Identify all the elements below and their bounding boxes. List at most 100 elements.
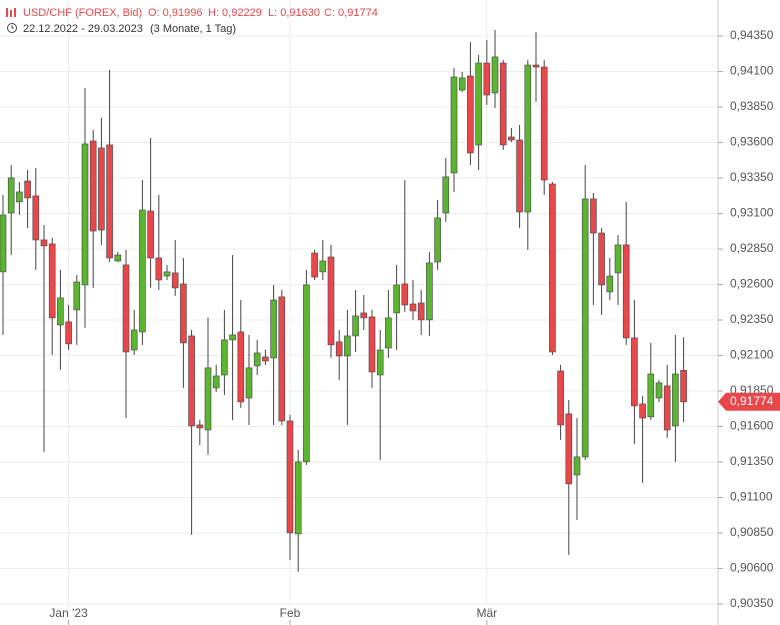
candle-body: [458, 77, 466, 91]
candle-body: [262, 356, 269, 362]
candle-body: [335, 341, 343, 357]
candle-body: [122, 264, 130, 353]
candle-body: [647, 373, 655, 418]
candle-body: [508, 136, 515, 141]
price-tag-label: 0,91774: [730, 394, 774, 408]
candle-body: [180, 283, 187, 344]
candle-body: [130, 329, 138, 351]
candle-body: [319, 260, 327, 273]
candle-body: [450, 76, 458, 174]
candle-body: [245, 367, 253, 399]
clock-icon: [7, 23, 17, 33]
candle-body: [598, 232, 605, 286]
title: USD/CHF (FOREX, Bid): [23, 7, 142, 19]
candle-body: [368, 316, 376, 373]
candle-body: [344, 335, 351, 357]
axes: 0,94350 0,94100 0,93850 0,93600 0,93350 0,931…: [49, 28, 780, 625]
candle-body: [147, 210, 154, 259]
candle-body: [442, 176, 450, 214]
ohlc-label: O: 0,91996: [148, 7, 202, 19]
candle-body: [680, 369, 687, 403]
price-tag: [718, 392, 780, 411]
candle-body: [188, 335, 195, 427]
candle-body: [171, 272, 179, 289]
candle-body: [565, 413, 573, 485]
candle-body: [155, 257, 163, 281]
icon: [6, 8, 8, 17]
y-tick-label: 0,91100: [730, 490, 773, 504]
date-range: 22.12.2022 - 29.03.2023: [23, 23, 143, 35]
ohlc-label: C: 0,91774: [324, 7, 378, 19]
candle-body: [57, 297, 64, 326]
candle-body: [98, 147, 105, 231]
ohlc-label: H: 0,92229: [208, 7, 262, 19]
candle-body: [81, 143, 89, 286]
candle-body: [229, 334, 236, 341]
candle-body: [286, 420, 294, 534]
candle-body: [417, 302, 425, 321]
candle-body: [499, 62, 507, 146]
icon: [14, 8, 16, 17]
candle-body: [212, 375, 220, 389]
x-tick-label: Jan '23: [49, 606, 88, 620]
candle-body: [434, 217, 441, 263]
candle-body: [106, 144, 113, 259]
candles: [0, 29, 687, 572]
y-tick-label: 0,92600: [730, 277, 774, 291]
candle-body: [139, 209, 146, 333]
candle-body: [327, 256, 335, 346]
y-tick-label: 0,92100: [730, 348, 774, 362]
candle-body: [32, 195, 40, 241]
candle-body: [40, 239, 48, 247]
candle-body: [7, 177, 15, 214]
y-tick-label: 0,94100: [730, 64, 774, 78]
candle-body: [409, 303, 417, 312]
candle-body: [663, 385, 671, 431]
candle-body: [221, 339, 228, 376]
candle-body: [196, 424, 204, 429]
candle-body: [491, 56, 499, 94]
candle-body: [540, 66, 548, 181]
candle-body: [524, 64, 532, 213]
candle-body: [426, 262, 433, 321]
candle-body: [483, 62, 491, 96]
candle-body: [253, 352, 261, 367]
y-tick-label: 0,94350: [730, 28, 774, 42]
candle-body: [475, 62, 482, 146]
candle-body: [549, 183, 556, 353]
candle-body: [581, 198, 589, 458]
y-tick-label: 0,93350: [730, 170, 774, 184]
candle-body: [467, 75, 474, 154]
candle-body: [614, 244, 622, 274]
candle-body: [204, 367, 212, 431]
period: (3 Monate, 1 Tag): [150, 23, 236, 35]
icon: [10, 10, 12, 17]
y-tick-label: 0,93600: [730, 135, 774, 149]
x-tick-label: Feb: [280, 606, 301, 620]
candle-body: [573, 456, 581, 476]
candle-body: [631, 337, 638, 407]
candle-body: [270, 299, 277, 359]
y-tick-label: 0,91600: [730, 419, 774, 433]
candle-body: [294, 461, 302, 535]
candle-body: [303, 284, 310, 463]
candle-body: [532, 64, 540, 68]
candle-body: [278, 296, 286, 422]
candle-body: [557, 370, 564, 426]
candle-body: [89, 140, 97, 232]
candle-body: [393, 284, 400, 314]
candle-body: [65, 321, 72, 345]
candle-body: [639, 403, 646, 419]
candle-body: [401, 283, 409, 306]
y-tick-label: 0,93100: [730, 206, 774, 220]
candle-body: [672, 373, 679, 427]
candle-body: [114, 254, 122, 262]
candle-body: [352, 315, 359, 337]
grid: [0, 0, 718, 606]
candle-body: [590, 198, 597, 234]
candle-body: [16, 191, 23, 203]
y-tick-label: 0,92350: [730, 312, 774, 326]
candle-body: [360, 312, 368, 319]
candle-body: [237, 331, 245, 403]
